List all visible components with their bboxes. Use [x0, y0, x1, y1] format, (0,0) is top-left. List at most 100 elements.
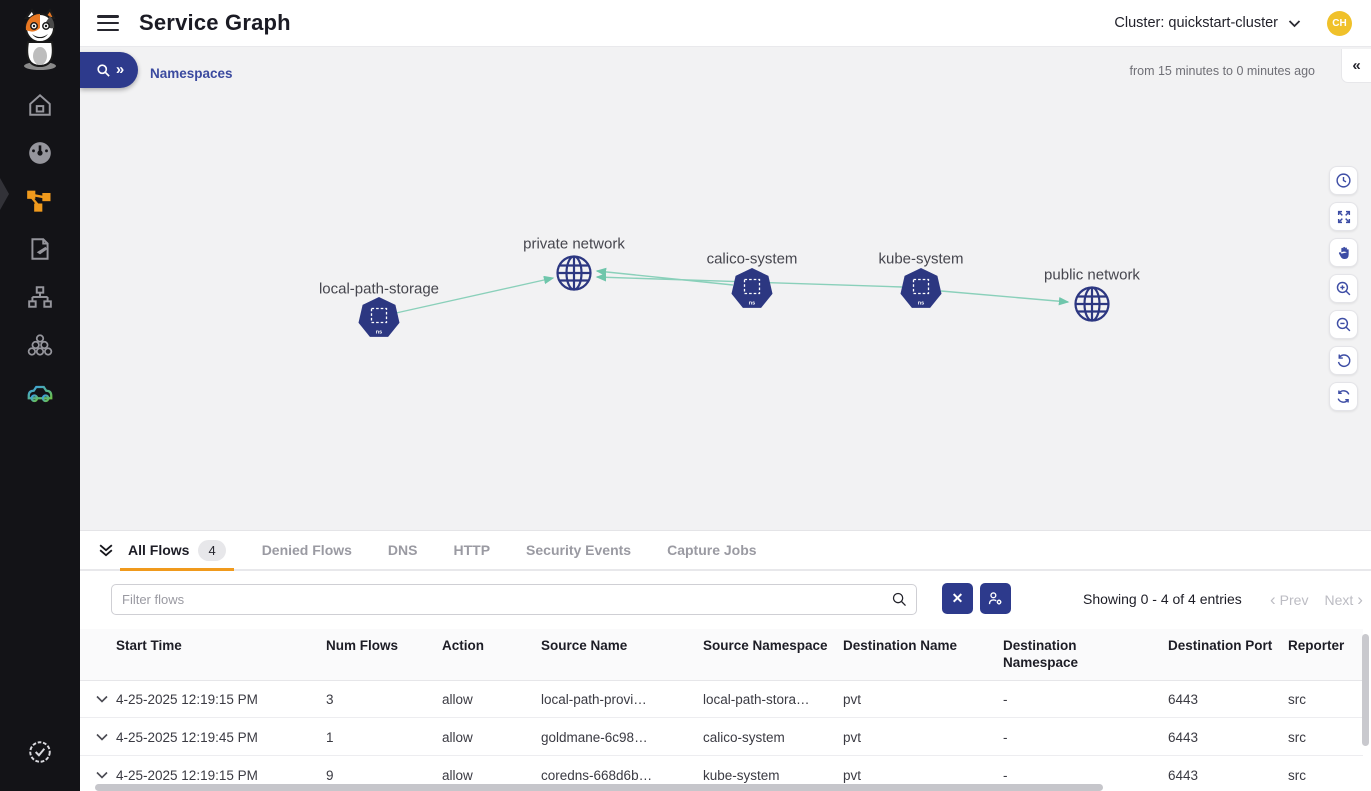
col-num-flows[interactable]: Num Flows	[326, 638, 399, 653]
next-page-button[interactable]: Next ›	[1324, 591, 1362, 608]
cell-destination-port: 6443	[1168, 729, 1199, 745]
col-source-namespace[interactable]: Source Namespace	[703, 638, 828, 653]
col-destination-port[interactable]: Destination Port	[1168, 638, 1273, 653]
tab-security-events[interactable]: Security Events	[526, 531, 631, 569]
graph-node-private-network[interactable]	[556, 255, 592, 291]
cell-action: allow	[442, 691, 473, 707]
flows-tabbar: All Flows 4 Denied Flows DNS HTTP Securi…	[80, 531, 1371, 571]
col-action[interactable]: Action	[442, 638, 484, 653]
sidebar-item-home[interactable]	[24, 89, 56, 121]
graph-pan-button[interactable]	[1329, 238, 1358, 267]
vertical-scrollbar[interactable]	[1362, 634, 1369, 746]
row-expand-button[interactable]	[88, 771, 116, 779]
prev-label: Prev	[1279, 591, 1309, 608]
col-destination-name[interactable]: Destination Name	[843, 638, 958, 653]
table-row[interactable]: 4-25-2025 12:19:45 PM 1 allow goldmane-6…	[80, 719, 1363, 756]
tiers-icon	[28, 286, 52, 308]
graph-node-public-network[interactable]	[1074, 286, 1110, 322]
col-destination-namespace[interactable]: Destination Namespace	[1003, 638, 1079, 670]
panel-collapse-button[interactable]	[96, 541, 116, 561]
ns-badge: ns	[376, 330, 382, 336]
col-start-time[interactable]: Start Time	[116, 638, 182, 653]
table-row[interactable]: 4-25-2025 12:19:15 PM 3 allow local-path…	[80, 681, 1363, 718]
sidebar-item-dashboard[interactable]	[24, 137, 56, 169]
refresh-icon	[1337, 390, 1350, 403]
user-gear-icon	[988, 592, 1002, 605]
row-expand-button[interactable]	[88, 733, 116, 741]
graph-node-label[interactable]: private network	[523, 235, 625, 253]
graph-refresh-button[interactable]	[1329, 382, 1358, 411]
tab-dns[interactable]: DNS	[388, 531, 418, 569]
double-chevron-right-icon: »	[115, 60, 124, 78]
time-range-label: from 15 minutes to 0 minutes ago	[1129, 64, 1315, 78]
sidebar-item-policies[interactable]	[24, 233, 56, 265]
cell-start-time: 4-25-2025 12:19:15 PM	[116, 691, 258, 707]
row-expand-button[interactable]	[88, 695, 116, 703]
clear-filter-button[interactable]: ✕	[942, 583, 973, 614]
graph-node-label[interactable]: kube-system	[878, 250, 964, 268]
tab-denied-flows[interactable]: Denied Flows	[262, 531, 352, 569]
sidebar-item-components[interactable]	[24, 329, 56, 361]
flows-panel: All Flows 4 Denied Flows DNS HTTP Securi…	[80, 530, 1371, 791]
double-chevron-down-icon	[99, 544, 113, 557]
sidebar-item-compliance[interactable]	[24, 736, 56, 768]
prev-page-button[interactable]: ‹ Prev	[1270, 591, 1308, 608]
tab-capture-jobs[interactable]: Capture Jobs	[667, 531, 756, 569]
graph-node-label[interactable]: public network	[1044, 266, 1140, 284]
cell-destination-name: pvt	[843, 691, 862, 707]
search-icon	[97, 63, 110, 77]
tab-label: Denied Flows	[261, 542, 352, 558]
cell-destination-name: pvt	[843, 729, 862, 745]
sidebar-item-calico-car[interactable]	[24, 376, 56, 408]
chevron-down-icon	[96, 733, 108, 741]
tab-all-flows[interactable]: All Flows 4	[120, 531, 234, 571]
zoom-in-icon	[1336, 281, 1351, 296]
column-settings-button[interactable]	[980, 583, 1011, 614]
graph-zoom-out-button[interactable]	[1329, 310, 1358, 339]
sidebar-item-service-graph[interactable]	[24, 184, 56, 216]
graph-search-button[interactable]: »	[80, 52, 138, 88]
horizontal-scrollbar[interactable]	[95, 784, 1103, 791]
avatar[interactable]: CH	[1327, 10, 1352, 36]
graph-time-button[interactable]	[1329, 166, 1358, 195]
cell-source-name: goldmane-6c98…	[541, 729, 648, 745]
graph-node-label[interactable]: calico-system	[706, 250, 798, 268]
cell-reporter: src	[1288, 691, 1306, 707]
cell-reporter: src	[1288, 767, 1306, 783]
sidebar-item-network[interactable]	[24, 281, 56, 313]
hand-icon	[1338, 246, 1349, 259]
cell-source-namespace: local-path-stora…	[703, 691, 810, 707]
tab-count-badge: 4	[198, 539, 226, 561]
graph-fit-screen-button[interactable]	[1329, 202, 1358, 231]
graph-node-local-path-storage[interactable]: ns	[358, 297, 400, 337]
right-panel-collapse-button[interactable]: «	[1341, 49, 1371, 83]
cell-destination-port: 6443	[1168, 767, 1199, 783]
ns-badge: ns	[918, 301, 924, 307]
cell-destination-namespace: -	[1003, 767, 1008, 783]
tab-label: HTTP	[453, 542, 491, 558]
close-icon: ✕	[951, 590, 964, 606]
ns-badge: ns	[749, 301, 755, 307]
chevron-left-icon: ‹	[1270, 590, 1276, 609]
calico-cat-logo[interactable]	[14, 8, 66, 74]
tab-http[interactable]: HTTP	[453, 531, 490, 569]
graph-node-calico-system[interactable]: ns	[731, 268, 773, 308]
cluster-selector-label: Cluster: quickstart-cluster	[1114, 15, 1278, 31]
cluster-selector[interactable]: Cluster: quickstart-cluster	[1114, 15, 1301, 31]
cell-destination-namespace: -	[1003, 729, 1008, 745]
graph-node-kube-system[interactable]: ns	[900, 268, 942, 308]
cell-destination-namespace: -	[1003, 691, 1008, 707]
menu-toggle-button[interactable]	[97, 15, 119, 31]
cell-source-namespace: calico-system	[703, 729, 785, 745]
graph-node-label[interactable]: local-path-storage	[318, 280, 440, 298]
graph-undo-layout-button[interactable]	[1329, 346, 1358, 375]
cell-destination-port: 6443	[1168, 691, 1199, 707]
policy-doc-icon	[31, 238, 49, 260]
col-reporter[interactable]: Reporter	[1288, 638, 1345, 653]
next-label: Next	[1324, 591, 1354, 608]
graph-zoom-in-button[interactable]	[1329, 274, 1358, 303]
breadcrumb[interactable]: Namespaces	[150, 66, 233, 81]
filter-flows-input[interactable]	[111, 584, 917, 615]
col-source-name[interactable]: Source Name	[541, 638, 628, 653]
